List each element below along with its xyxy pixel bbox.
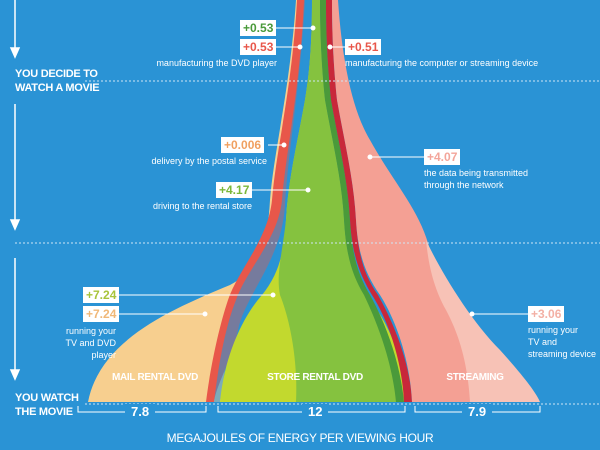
- stage-label-decide-line1: YOU DECIDE TO: [15, 68, 98, 80]
- caption-network: the data being transmitted through the n…: [424, 167, 528, 191]
- mail-tv-area: [88, 0, 300, 402]
- stage-label-watch: YOU WATCH THE MOVIE: [15, 391, 79, 419]
- badge-network: +4.07: [424, 149, 461, 165]
- caption-mail-tv-line1: running your: [65, 326, 116, 336]
- caption-stream-tv-line2: TV and: [528, 337, 558, 347]
- band-label-store: STORE RENTAL DVD: [267, 372, 363, 383]
- timeline-arrow-1-head: [9, 47, 21, 59]
- axis-title: MEGAJOULES OF ENERGY PER VIEWING HOUR: [166, 431, 434, 445]
- band-label-mail: MAIL RENTAL DVD: [111, 372, 199, 383]
- badge-driving: +4.17: [216, 182, 253, 198]
- badge-stream-tv: +3.06: [528, 306, 565, 322]
- badge-store-dvd-player: +0.53: [240, 20, 277, 36]
- caption-driving: driving to the rental store: [152, 201, 252, 211]
- stream-device-stripe: [326, 0, 412, 402]
- stage-label-decide: YOU DECIDE TO WATCH A MOVIE: [15, 67, 100, 95]
- leader-dot: [202, 311, 208, 317]
- caption-stream-tv-line3: streaming device: [528, 349, 597, 359]
- caption-postal: delivery by the postal service: [151, 156, 267, 166]
- caption-mail-tv: running your TV and DVD player: [40, 325, 116, 361]
- caption-mail-tv-line2: TV and DVD player: [65, 338, 116, 360]
- leader-dot: [310, 25, 316, 31]
- caption-stream-tv-line1: running your: [528, 325, 579, 335]
- store-device-area: [320, 0, 404, 402]
- stage-label-decide-line2: WATCH A MOVIE: [15, 82, 100, 94]
- stream-tv-area: [426, 240, 540, 402]
- total-mail: 7.8: [125, 404, 156, 419]
- stage-label-watch-line1: YOU WATCH: [15, 392, 79, 404]
- caption-stream-tv: running your TV and streaming device: [528, 324, 596, 360]
- caption-dvd-player: manufacturing the DVD player: [156, 58, 277, 68]
- leader-dot: [305, 187, 311, 193]
- caption-network-line2: through the network: [424, 180, 504, 190]
- timeline-arrows: [9, 0, 21, 381]
- mail-device-stripe: [214, 0, 307, 402]
- badge-mail-dvd-player: +0.53: [240, 39, 277, 55]
- mail-postal-area: [206, 0, 305, 402]
- caption-streaming-device: manufacturing the computer or streaming …: [345, 58, 539, 68]
- badge-store-tv: +7.24: [83, 287, 120, 303]
- total-store: 12: [302, 404, 329, 419]
- badge-streaming-device: +0.51: [345, 39, 382, 55]
- leader-dot: [367, 154, 373, 160]
- caption-network-line1: the data being transmitted: [424, 168, 529, 178]
- timeline-arrow-3-head: [9, 369, 21, 381]
- leader-dot: [297, 44, 303, 50]
- badge-mail-tv: +7.24: [83, 306, 120, 322]
- stage-label-watch-line2: THE MOVIE: [15, 406, 73, 418]
- badge-postal: +0.006: [221, 137, 265, 153]
- timeline-arrow-2-head: [9, 219, 21, 231]
- total-stream: 7.9: [462, 404, 493, 419]
- leader-dot: [327, 44, 333, 50]
- leader-dot: [270, 292, 276, 298]
- stream-network-area: [332, 0, 532, 402]
- leader-dot: [469, 311, 475, 317]
- leader-dot: [281, 142, 287, 148]
- band-label-stream: STREAMING: [446, 372, 504, 383]
